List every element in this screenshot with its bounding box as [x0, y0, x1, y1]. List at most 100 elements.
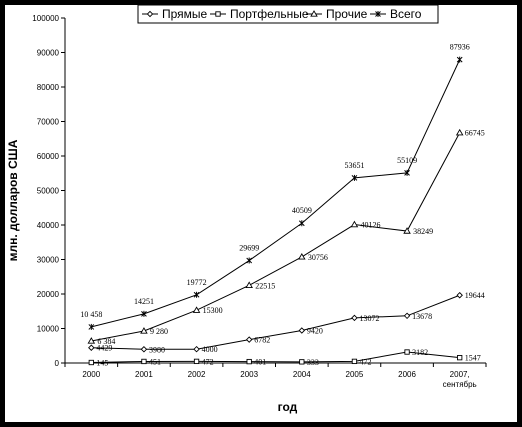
y-tick-label: 80000 — [37, 83, 60, 92]
y-axis-title: млн. долларов США — [6, 139, 20, 261]
data-label: 15300 — [203, 306, 223, 315]
data-point-marker — [193, 358, 200, 365]
y-tick-label: 50000 — [37, 187, 60, 196]
data-label: 1547 — [465, 354, 481, 363]
data-point-marker — [141, 310, 147, 317]
data-label: 9420 — [307, 327, 323, 336]
data-point-marker — [146, 10, 154, 18]
data-point-marker — [245, 336, 253, 343]
data-point-marker — [455, 128, 464, 136]
data-point-marker — [246, 358, 252, 365]
legend-label: Всего — [390, 7, 422, 21]
legend-label: Портфельные — [230, 7, 309, 21]
data-point-marker — [245, 281, 253, 288]
y-tick-label: 90000 — [37, 49, 60, 58]
data-label: 29699 — [239, 244, 259, 253]
data-label: 19644 — [465, 291, 485, 300]
data-label: 3182 — [412, 348, 428, 357]
data-label: 472 — [359, 357, 371, 366]
y-tick-label: 30000 — [37, 256, 60, 265]
axes: 0 10000 20000 30000 40000 50000 60000 70000 8000… — [32, 14, 487, 389]
data-label: 38249 — [413, 227, 433, 236]
data-point-marker — [299, 359, 305, 365]
data-label: 22515 — [255, 281, 275, 290]
x-tick-label: сентябрь — [443, 380, 477, 389]
x-tick-label: 2006 — [398, 370, 416, 379]
data-label: 4429 — [96, 344, 112, 353]
legend: Прямые Портфельные Прочие Всего — [137, 5, 439, 24]
data-point-marker — [351, 358, 358, 365]
data-label: 472 — [202, 357, 214, 366]
data-label: 145 — [96, 358, 108, 367]
y-tick-label: 40000 — [37, 221, 60, 230]
series-star: 10 458 14251 19772 29699 40509 53651 55109 8793… — [80, 43, 470, 330]
data-label: 3980 — [149, 345, 165, 354]
data-point-marker — [350, 220, 359, 228]
data-point-marker — [404, 169, 410, 176]
data-label: 333 — [307, 358, 319, 367]
x-tick-label: 2007, — [450, 370, 470, 379]
data-label: 55109 — [397, 156, 417, 165]
data-point-marker — [351, 314, 358, 322]
data-point-marker — [88, 344, 95, 351]
y-tick-label: 10000 — [37, 325, 60, 334]
data-point-marker — [193, 345, 200, 353]
data-point-marker — [192, 306, 201, 313]
data-label: 6 384 — [97, 337, 115, 346]
data-point-marker — [140, 327, 148, 334]
series-triangle: 6 384 9 280 15300 22515 30756 40126 38249 66745 — [87, 128, 485, 346]
legend-box — [137, 5, 439, 24]
series-line — [91, 351, 460, 363]
data-point-marker — [456, 291, 463, 299]
chart-frame: Прямые Портфельные Прочие Всего 0 10000 20000… — [5, 5, 517, 422]
x-tick-label: 2004 — [293, 370, 311, 379]
series-line — [91, 294, 460, 350]
series-line — [91, 59, 461, 328]
line-chart: Прямые Портфельные Прочие Всего 0 10000 20000… — [6, 5, 487, 414]
data-point-marker — [298, 252, 306, 260]
data-point-marker — [298, 327, 306, 334]
data-point-marker — [193, 291, 200, 298]
data-label: 13072 — [359, 314, 379, 323]
series-layer: 4429 3980 4000 6782 9420 13072 13678 19644 145 45… — [80, 43, 484, 368]
data-label: 87936 — [450, 43, 470, 52]
data-point-marker — [351, 174, 358, 181]
y-tick-label: 100000 — [32, 14, 59, 23]
data-point-marker — [140, 346, 148, 353]
data-point-marker — [403, 227, 411, 234]
data-label: 53651 — [344, 161, 364, 170]
data-label: 40126 — [360, 221, 380, 230]
y-tick-label: 0 — [55, 359, 60, 368]
data-label: 19772 — [187, 278, 207, 287]
data-label: 6782 — [254, 336, 270, 345]
data-point-marker — [298, 220, 305, 227]
x-axis-title: год — [278, 400, 298, 414]
data-label: 13678 — [412, 312, 432, 321]
x-tick-label: 2003 — [240, 370, 258, 379]
legend-label: Прямые — [162, 7, 208, 21]
data-point-marker — [403, 312, 411, 320]
x-tick-label: 2002 — [188, 370, 206, 379]
data-label: 4000 — [202, 345, 218, 354]
data-point-marker — [88, 359, 94, 366]
data-point-marker — [88, 323, 95, 330]
x-tick-label: 2001 — [135, 370, 153, 379]
data-point-marker — [215, 11, 221, 17]
y-tick-label: 60000 — [37, 152, 60, 161]
data-label: 9 280 — [150, 327, 168, 336]
data-label: 451 — [149, 357, 161, 366]
legend-label: Прочие — [326, 7, 368, 21]
data-point-marker — [404, 349, 410, 355]
data-point-marker — [310, 10, 318, 17]
y-tick-label: 20000 — [37, 290, 60, 299]
x-tick-label: 2000 — [82, 370, 100, 379]
data-label: 10 458 — [80, 310, 102, 319]
data-point-marker — [141, 358, 147, 365]
data-label: 66745 — [465, 129, 485, 138]
series-diamond: 4429 3980 4000 6782 9420 13072 13678 19644 — [88, 291, 485, 354]
data-point-marker — [457, 355, 463, 361]
series-square: 145 451 472 401 333 472 3182 1547 — [88, 348, 481, 367]
data-point-marker — [456, 56, 463, 63]
series-line — [91, 132, 461, 342]
x-tick-label: 2005 — [346, 370, 364, 379]
